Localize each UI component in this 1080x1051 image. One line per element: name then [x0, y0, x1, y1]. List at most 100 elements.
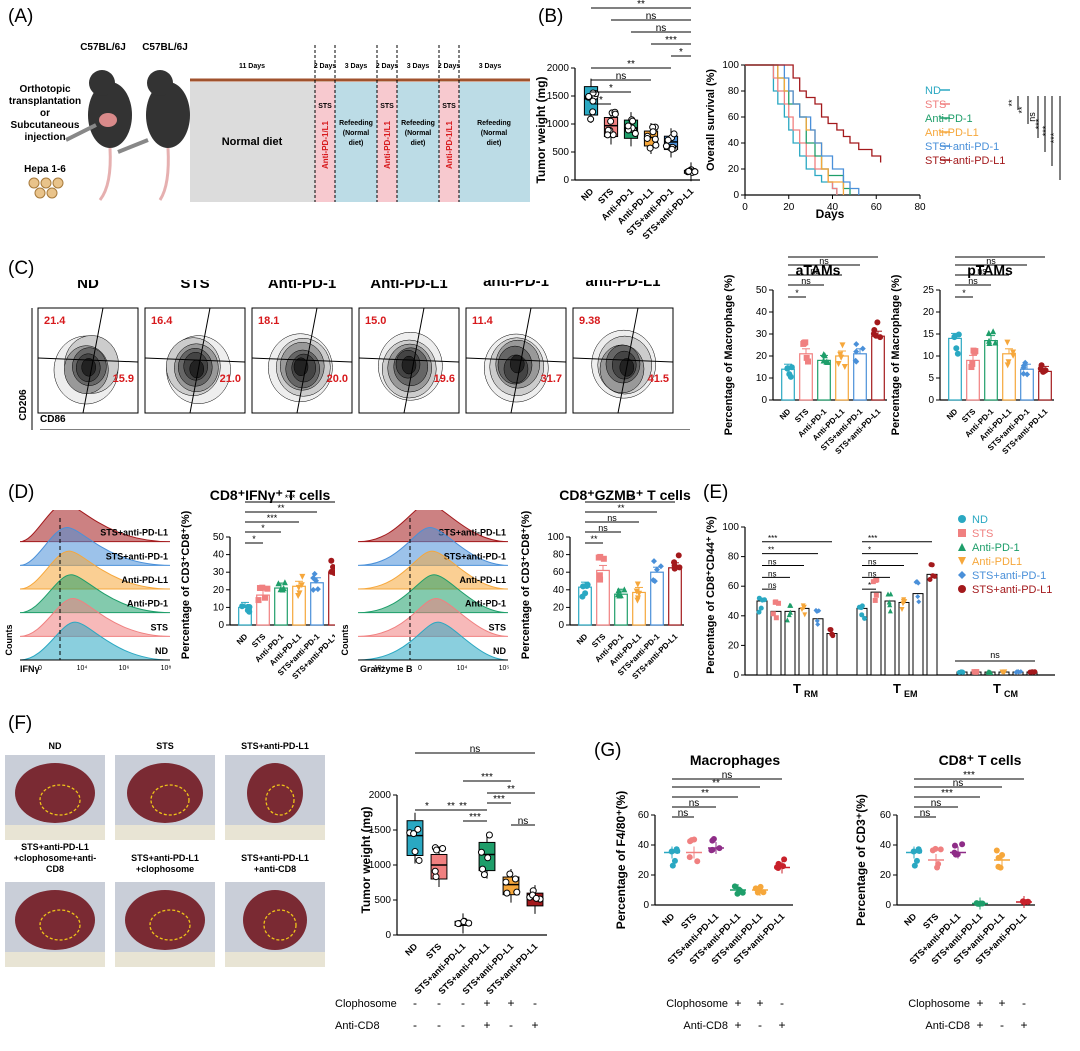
flow-contour	[509, 354, 525, 374]
ptam-sig-label: **	[996, 255, 1004, 258]
route-line-1: transplantation	[9, 96, 81, 107]
ifn-bar	[274, 587, 288, 626]
gcd8-clo-sign: +	[976, 996, 983, 1010]
photo-label: STS	[156, 741, 174, 751]
hist-curve	[19, 621, 171, 661]
e-point	[799, 607, 805, 613]
panel-label-d: (D)	[8, 482, 35, 503]
b-point	[685, 167, 693, 175]
f-point	[414, 825, 422, 833]
gz-point	[676, 564, 683, 571]
flow-gate-v	[617, 307, 639, 414]
b-ytick-label: 0	[563, 175, 569, 186]
hist-curve	[357, 510, 509, 543]
flow-top-value: 16.4	[151, 315, 173, 327]
b-point	[649, 128, 657, 136]
duration-4: 3 Days	[407, 63, 430, 70]
e-legend-marker	[958, 543, 966, 551]
atam-bar	[871, 335, 885, 401]
f-point	[415, 856, 423, 864]
ptam-bar	[1020, 368, 1034, 401]
gz-ytick-label: 80	[553, 550, 565, 561]
ptam-ytick-label: 10	[923, 351, 935, 362]
f-point	[433, 846, 441, 854]
gcd8-point	[929, 847, 936, 854]
surv-legend-label: STS	[925, 99, 946, 111]
gmac-clo-sign: +	[756, 996, 763, 1010]
gcd8-point	[1025, 898, 1032, 905]
b-sig-label: ns	[656, 23, 667, 34]
b-sig-label: *	[609, 83, 613, 94]
e-point	[1015, 669, 1021, 675]
ifn-point	[298, 582, 305, 589]
atam-point	[838, 354, 845, 361]
e-point	[858, 605, 864, 611]
b-point	[604, 131, 612, 139]
atam-sig-label: ns	[801, 276, 811, 286]
e-point	[986, 669, 992, 675]
panel-label-b: (B)	[538, 6, 564, 27]
surv-sig-label: **	[1007, 99, 1017, 107]
gcd8-point	[951, 849, 958, 856]
atam-point	[841, 363, 848, 370]
gmac-point	[709, 837, 716, 844]
flow-contour	[81, 358, 96, 377]
e-point	[974, 669, 980, 675]
atam-ytick-label: 40	[756, 307, 768, 318]
flow-bottom-value: 20.0	[327, 373, 348, 385]
surv-line-4	[745, 64, 860, 195]
gz-point	[671, 559, 678, 566]
f-sig-label: **	[447, 801, 455, 812]
e-point	[886, 599, 892, 605]
surv-ytick-label: 40	[728, 138, 740, 149]
ptam-bar	[984, 339, 998, 401]
panel-d-gzmb-chart: CD8⁺GZMB⁺ T cells Percentage of CD3⁺CD8⁺…	[520, 487, 691, 681]
gcd8-point	[913, 857, 920, 864]
flow-top-value: 9.38	[579, 315, 600, 327]
f-point	[511, 875, 519, 883]
gcd8-sig-label: ***	[963, 770, 975, 781]
gmac-point	[694, 858, 701, 865]
flow-bottom-value: 31.7	[541, 373, 562, 385]
gcd8-point	[977, 900, 984, 907]
panel-label-a: (A)	[8, 6, 34, 27]
gcd8-ytick-label: 40	[880, 840, 892, 851]
route-line-4: injection	[24, 132, 65, 143]
ifn-point	[329, 564, 335, 571]
photo-label: +anti-CD8	[254, 864, 296, 874]
panel-g-macrophage-chart: Macrophages Percentage of F4/80⁺(%) 0 20 4…	[614, 752, 793, 1032]
f-point	[532, 894, 540, 902]
panel-a-schematic: Orthotopic transplantation or Subcutaneo…	[9, 42, 530, 202]
tumor-liver	[15, 890, 95, 950]
ifn-ytick-label: 50	[213, 532, 225, 543]
flow-title: Anti-PD-1	[268, 280, 336, 292]
hist-xtick: 0	[418, 665, 422, 672]
surv-ytick-label: 0	[733, 190, 739, 201]
panel-c-atam-chart: aTAMs Percentage of Macrophage (%) 0 10 20…	[723, 255, 887, 456]
gz-point	[584, 581, 591, 588]
e-point	[802, 612, 808, 618]
f-clo-sign: -	[437, 996, 441, 1010]
f-clo-label: Clophosome	[335, 998, 397, 1010]
drug-label-3: Anti-PD-1/L1	[445, 120, 454, 169]
atam-sig-label: **	[829, 255, 837, 258]
atam-title: aTAMs	[796, 262, 841, 278]
b-ytick-label: 1500	[547, 91, 570, 102]
photo-label: STS+anti-PD-L1	[21, 842, 89, 852]
flow-title: Anti-PD-L1	[370, 280, 448, 292]
ptam-bar	[1038, 370, 1052, 401]
hist-xtick: 10⁵	[499, 665, 510, 672]
mouse-1-icon	[88, 70, 132, 201]
panel-label-f: (F)	[8, 713, 33, 734]
hist-label: STS+anti-PD-L1	[100, 528, 168, 538]
duration-6: 3 Days	[479, 63, 502, 70]
gz-point	[580, 583, 587, 590]
e-legend-label: STS+anti-PD-1	[972, 570, 1046, 582]
f-point	[503, 889, 511, 897]
b-point	[585, 93, 593, 101]
gcd8-point	[951, 842, 958, 849]
ptam-point	[990, 328, 997, 335]
gcd8-sig-label: ns	[931, 798, 942, 809]
e-point	[814, 618, 820, 624]
e-point	[873, 592, 879, 598]
